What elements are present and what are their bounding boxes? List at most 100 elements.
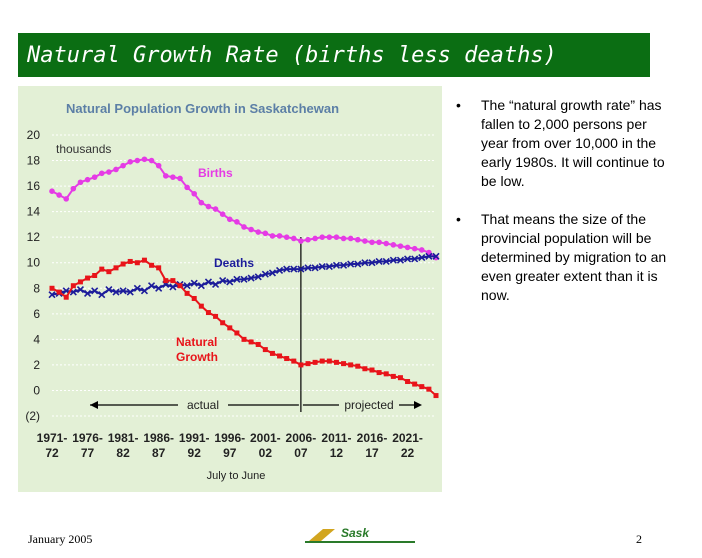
data-point — [177, 283, 183, 289]
data-point — [268, 269, 277, 277]
data-point — [156, 265, 162, 271]
data-point — [275, 266, 284, 274]
x-tick-label: 1971- — [37, 431, 68, 445]
data-point — [147, 282, 156, 290]
x-tick-label: 2016- — [357, 431, 388, 445]
data-point — [219, 277, 227, 285]
data-point — [319, 358, 325, 364]
data-point — [298, 238, 304, 244]
data-point — [120, 162, 126, 169]
data-point — [163, 278, 169, 284]
data-point — [269, 233, 276, 239]
series-label: Natural — [176, 335, 217, 349]
data-point — [91, 174, 98, 180]
data-point — [340, 235, 347, 242]
data-point — [119, 287, 127, 295]
data-point — [98, 291, 106, 299]
data-point — [133, 284, 141, 292]
data-point — [241, 224, 247, 230]
data-point — [85, 275, 91, 281]
data-point — [148, 157, 155, 164]
data-point — [262, 230, 269, 237]
data-point — [191, 190, 198, 197]
series-line-natural-growth — [51, 259, 437, 397]
x-tick-label: 77 — [81, 446, 95, 460]
page-number: 2 — [636, 532, 642, 546]
data-point — [276, 233, 283, 239]
data-point — [240, 275, 248, 283]
data-point — [354, 236, 361, 243]
data-point — [411, 255, 419, 263]
data-point — [312, 235, 318, 242]
data-point — [369, 367, 375, 373]
data-point — [396, 256, 405, 264]
title-bar: Natural Growth Rate (births less deaths) — [18, 33, 650, 77]
data-point — [92, 273, 98, 278]
data-point — [341, 361, 347, 367]
data-point — [56, 289, 62, 295]
data-point — [226, 216, 233, 223]
data-point — [76, 285, 85, 294]
y-tick-label: 2 — [33, 358, 40, 372]
data-point — [382, 257, 390, 266]
data-point — [149, 262, 155, 268]
data-point — [191, 295, 197, 301]
data-point — [383, 240, 390, 247]
data-point — [247, 274, 255, 282]
data-point — [290, 265, 298, 273]
x-tick-label: 92 — [188, 446, 202, 460]
data-point — [347, 260, 355, 268]
data-point — [177, 175, 183, 182]
data-point — [91, 287, 99, 295]
data-point — [233, 275, 241, 283]
x-tick-label: 1986- — [143, 431, 174, 445]
x-tick-label: 87 — [152, 446, 166, 460]
data-point — [205, 203, 212, 210]
data-point — [390, 242, 397, 248]
x-tick-label: 2006- — [286, 431, 317, 445]
data-point — [418, 247, 425, 253]
data-point — [425, 252, 433, 260]
data-point — [198, 303, 204, 309]
data-point — [212, 206, 219, 212]
data-point — [120, 261, 126, 267]
data-point — [283, 265, 291, 273]
y-tick-label: 4 — [33, 332, 40, 346]
data-point — [48, 291, 56, 299]
data-point — [169, 283, 177, 291]
bullet-text: That means the size of the provincial po… — [481, 211, 667, 303]
data-point — [411, 245, 418, 252]
data-point — [141, 156, 148, 163]
y-tick-label: 18 — [27, 154, 41, 168]
data-point — [234, 330, 240, 336]
data-point — [99, 266, 105, 272]
y-tick-label: 14 — [27, 205, 41, 219]
footer-logo: Sask — [305, 526, 415, 545]
data-point — [226, 278, 234, 286]
data-point — [63, 294, 69, 300]
data-point — [77, 279, 83, 285]
x-tick-label: 97 — [223, 446, 237, 460]
data-point — [283, 234, 290, 240]
series-label: Deaths — [214, 256, 254, 270]
projected-arrowhead-icon — [414, 401, 422, 409]
data-point — [418, 254, 426, 262]
data-point — [362, 238, 368, 244]
y-tick-label: 16 — [27, 179, 41, 193]
projected-label: projected — [344, 398, 393, 412]
data-point — [325, 262, 333, 271]
x-tick-label: 82 — [116, 446, 130, 460]
data-point — [190, 279, 198, 287]
data-point — [112, 288, 120, 296]
data-point — [211, 280, 220, 289]
data-point — [261, 270, 269, 278]
data-point — [254, 273, 262, 281]
bullet-list: • The “natural growth rate” has fallen t… — [456, 96, 671, 324]
bullet-item: • The “natural growth rate” has fallen t… — [456, 96, 671, 191]
data-point — [106, 169, 112, 175]
data-point — [375, 257, 383, 266]
population-growth-chart: Natural Population Growth in Saskatchewa… — [25, 101, 440, 482]
data-point — [70, 283, 76, 289]
data-point — [126, 288, 134, 296]
data-point — [389, 256, 397, 264]
